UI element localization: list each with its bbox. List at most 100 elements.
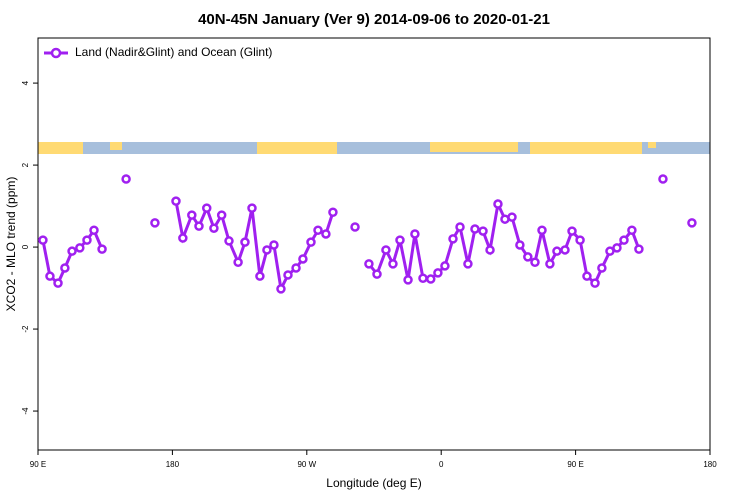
data-point	[45, 271, 55, 281]
series-line	[43, 201, 692, 289]
data-point	[425, 274, 436, 284]
land-band	[38, 142, 83, 154]
land-band	[110, 142, 122, 150]
data-point	[187, 210, 197, 220]
data-point	[381, 245, 391, 255]
plot-frame	[37, 37, 711, 451]
data-point	[194, 221, 204, 231]
x-tick-label: 180	[703, 460, 717, 469]
x-tick-label: 90 E	[567, 460, 583, 469]
data-point	[627, 225, 637, 236]
data-point	[537, 225, 547, 236]
land-band	[530, 142, 642, 154]
data-point	[216, 210, 227, 220]
data-point	[478, 226, 488, 236]
data-point	[463, 259, 473, 269]
x-tick-label: 0	[439, 460, 444, 469]
data-point	[515, 240, 525, 250]
data-point	[448, 234, 458, 244]
data-point	[597, 263, 607, 273]
data-point	[552, 246, 562, 256]
legend: Land (Nadir&Glint) and Ocean (Glint)	[44, 45, 272, 59]
y-tick-label: -4	[21, 407, 30, 415]
data-point	[590, 278, 600, 288]
data-point	[523, 252, 533, 262]
data-point	[321, 229, 331, 239]
data-point	[97, 244, 107, 254]
data-point	[262, 245, 272, 255]
legend-label: Land (Nadir&Glint) and Ocean (Glint)	[75, 45, 272, 59]
data-point	[150, 218, 160, 228]
data-point	[582, 271, 592, 281]
data-point	[403, 275, 413, 285]
data-point	[507, 212, 517, 222]
data-point	[67, 246, 77, 256]
data-point	[545, 259, 555, 269]
data-point	[530, 257, 540, 267]
y-tick-label: 2	[21, 162, 30, 167]
data-point	[418, 273, 428, 283]
data-point	[687, 218, 697, 228]
chart-title: 40N-45N January (Ver 9) 2014-09-06 to 20…	[198, 11, 550, 28]
x-tick-label: 90 W	[297, 460, 316, 469]
data-point	[38, 235, 48, 245]
data-point	[306, 237, 316, 247]
data-point	[395, 235, 405, 245]
x-axis-label: Longitude (deg E)	[326, 476, 421, 490]
data-point	[455, 222, 465, 232]
data-point	[240, 237, 250, 247]
data-point	[658, 174, 668, 184]
data-point	[178, 233, 188, 243]
y-tick-label: 0	[21, 244, 30, 249]
x-tick-label: 90 E	[30, 460, 46, 469]
land-band	[257, 142, 337, 154]
data-point	[233, 257, 243, 267]
data-point	[605, 246, 615, 256]
data-point	[201, 203, 212, 213]
data-point	[269, 240, 279, 250]
data-point	[82, 235, 92, 245]
data-point	[53, 278, 63, 288]
data-point	[283, 270, 293, 280]
data-point	[485, 245, 495, 255]
data-point	[612, 243, 622, 253]
data-point	[364, 259, 374, 269]
data-point	[298, 254, 308, 264]
data-point	[493, 199, 503, 209]
data-point	[372, 269, 382, 279]
data-point	[470, 224, 480, 234]
data-point	[560, 245, 570, 255]
data-point	[328, 207, 338, 217]
land-band	[430, 142, 518, 152]
data-point	[121, 174, 131, 184]
y-tick-label: 4	[21, 80, 30, 85]
data-point	[440, 261, 450, 271]
data-point	[75, 243, 85, 253]
data-point	[209, 223, 219, 233]
data-point	[350, 222, 360, 232]
data-point	[89, 225, 99, 236]
y-axis-label: XCO2 - MLO trend (ppm)	[4, 177, 18, 312]
data-point	[291, 263, 301, 273]
data-point	[388, 259, 398, 269]
data-point	[60, 263, 70, 273]
data-point	[224, 236, 234, 246]
data-point	[171, 196, 181, 206]
x-tick-label: 180	[166, 460, 180, 469]
data-point	[634, 244, 644, 254]
data-point	[575, 235, 585, 245]
data-point	[255, 271, 265, 281]
data-point	[313, 225, 323, 236]
data-point	[433, 268, 443, 278]
land-ocean-band	[38, 142, 710, 154]
y-tick-label: -2	[21, 325, 30, 333]
legend-marker	[50, 47, 62, 59]
data-point	[276, 284, 286, 294]
data-point	[619, 235, 629, 245]
land-band	[648, 142, 656, 148]
data-point	[410, 229, 420, 239]
data-point	[567, 226, 577, 236]
data-point	[247, 203, 257, 213]
